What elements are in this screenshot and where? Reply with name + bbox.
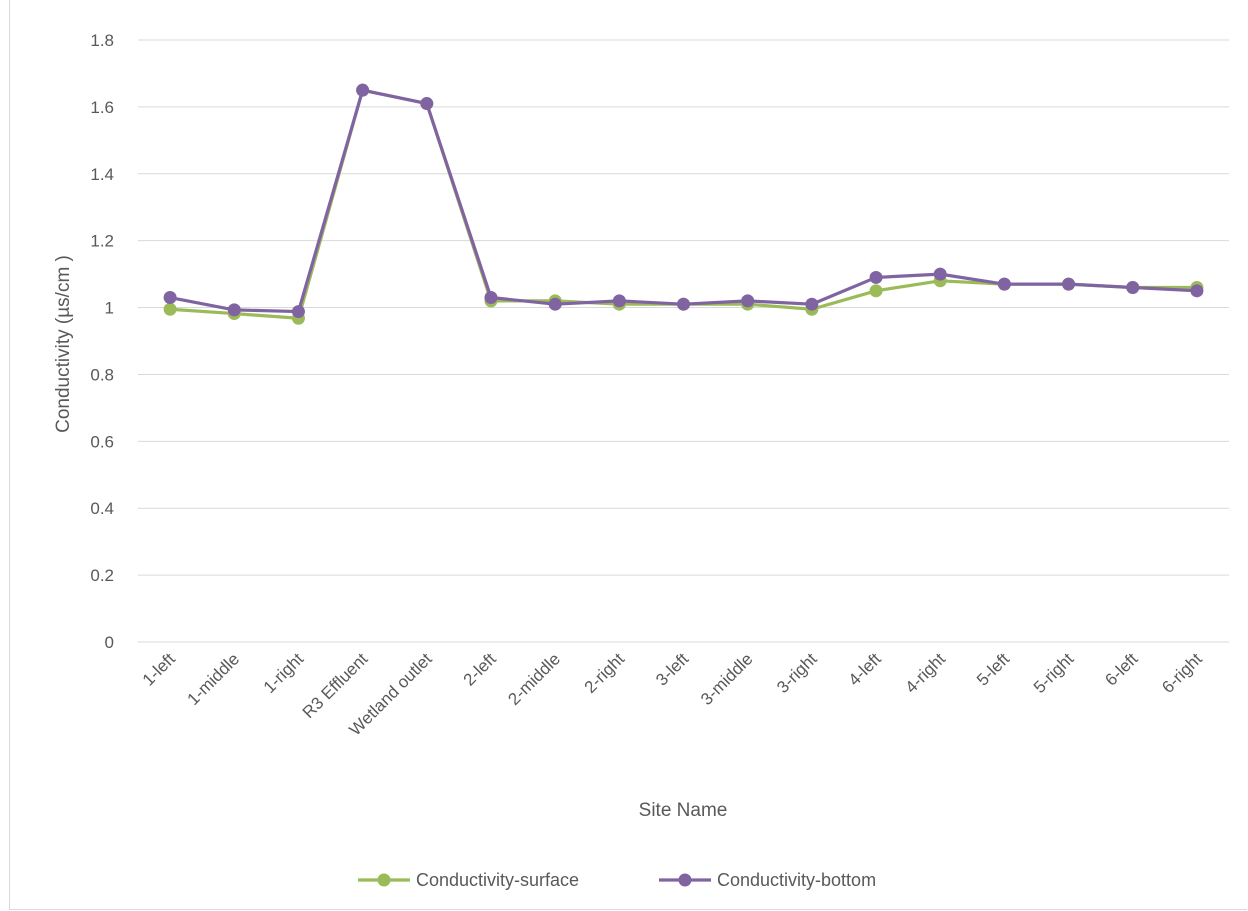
x-tick-label: 1-middle (184, 649, 244, 709)
legend-label: Conductivity-surface (416, 870, 579, 890)
gridlines (138, 39, 1229, 643)
data-point (420, 97, 434, 111)
data-point (227, 303, 241, 317)
x-tick-label: 5-right (1030, 649, 1078, 697)
x-tick-label: 4-left (845, 649, 885, 689)
chart-frame (9, 0, 1247, 910)
data-point (997, 277, 1011, 291)
x-tick-label: 5-left (973, 649, 1013, 689)
series-lines (163, 83, 1204, 325)
y-tick-label: 1.2 (90, 232, 114, 251)
data-point (1062, 277, 1076, 291)
data-point (163, 302, 177, 316)
data-point (163, 291, 177, 305)
y-tick-labels: 0 0.2 0.4 0.6 0.8 1 1.2 1.4 1.6 1.8 (90, 31, 114, 652)
legend-swatch-marker (377, 873, 391, 887)
x-tick-label: 6-right (1158, 649, 1206, 697)
x-tick-label: 2-left (460, 649, 500, 689)
y-tick-label: 0 (105, 633, 114, 652)
y-tick-label: 1.8 (90, 31, 114, 50)
x-tick-label: 6-left (1101, 649, 1141, 689)
y-tick-label: 1 (105, 299, 114, 318)
y-tick-label: 0.8 (90, 365, 114, 384)
x-tick-label: 1-right (260, 649, 308, 697)
data-point (869, 270, 883, 284)
data-point (1190, 284, 1204, 298)
data-point (933, 267, 947, 281)
series-conductivity-surface (163, 83, 1204, 325)
data-point (612, 294, 626, 308)
y-tick-label: 1.4 (90, 165, 114, 184)
data-point (548, 297, 562, 311)
legend: Conductivity-surface Conductivity-bottom (358, 870, 876, 890)
x-tick-label: 1-left (139, 649, 179, 689)
legend-item: Conductivity-bottom (659, 870, 876, 890)
x-tick-label: 2-middle (504, 649, 564, 709)
data-point (1126, 280, 1140, 294)
y-tick-label: 1.6 (90, 98, 114, 117)
x-tick-label: 3-right (773, 649, 821, 697)
data-point (356, 83, 370, 97)
legend-swatch-marker (678, 873, 692, 887)
series-line (169, 88, 1197, 314)
x-tick-label: 3-middle (697, 649, 757, 709)
data-point (677, 297, 690, 311)
x-tick-label: 2-right (581, 649, 629, 697)
y-axis-title: Conductivity (µs/cm ) (53, 255, 74, 433)
x-tick-label: 3-left (652, 649, 692, 689)
data-point (805, 297, 819, 311)
legend-label: Conductivity-bottom (717, 870, 876, 890)
data-point (484, 291, 498, 305)
x-axis-title: Site Name (639, 800, 728, 821)
data-point (291, 305, 305, 319)
series-conductivity-bottom (163, 83, 1204, 319)
data-point (869, 284, 883, 298)
y-tick-label: 0.6 (90, 432, 114, 451)
y-tick-label: 0.4 (90, 499, 114, 518)
x-tick-label: 4-right (902, 649, 950, 697)
data-point (741, 294, 755, 308)
y-tick-label: 0.2 (90, 566, 114, 585)
legend-item: Conductivity-surface (358, 870, 579, 890)
